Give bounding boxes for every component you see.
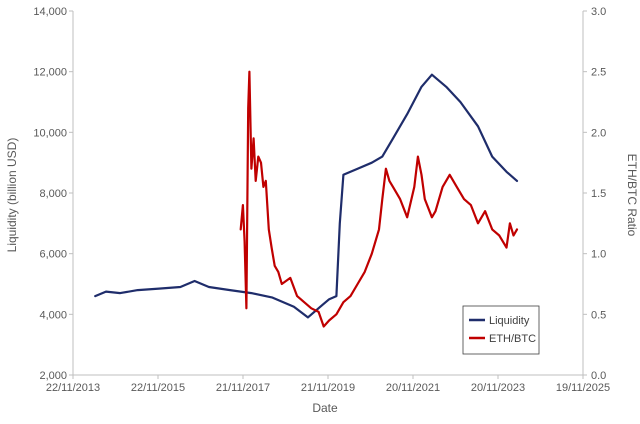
y-right-tick-label: 3.0 bbox=[591, 6, 606, 18]
x-axis-title: Date bbox=[312, 401, 338, 415]
x-tick-label: 19/11/2025 bbox=[556, 382, 610, 394]
y-left-tick-label: 4,000 bbox=[39, 309, 67, 321]
y-right-tick-label: 1.5 bbox=[591, 188, 606, 200]
y-axis-right-title: ETH/BTC Ratio bbox=[625, 154, 639, 237]
legend: Liquidity ETH/BTC bbox=[462, 305, 540, 355]
y-left-tick-label: 10,000 bbox=[33, 127, 67, 139]
y-left-tick-label: 8,000 bbox=[39, 188, 67, 200]
series-line-eth-btc bbox=[239, 70, 519, 328]
x-tick-label: 21/11/2019 bbox=[301, 382, 355, 394]
series-layer bbox=[94, 70, 519, 328]
axes: 2,000 4,000 6,000 8,000 10,000 12,000 14,000 0.… bbox=[33, 6, 610, 394]
y-right-tick-label: 1.0 bbox=[591, 249, 606, 261]
y-right-tick-label: 0.0 bbox=[591, 370, 606, 382]
legend-label-liquidity: Liquidity bbox=[489, 315, 530, 327]
y-left-tick-label: 14,000 bbox=[33, 6, 67, 18]
y-left-tick-label: 2,000 bbox=[39, 370, 67, 382]
y-right-tick-label: 0.5 bbox=[591, 309, 606, 321]
y-axis-left-title: Liquidity (billion USD) bbox=[5, 138, 19, 253]
x-tick-label: 21/11/2017 bbox=[216, 382, 270, 394]
y-left-tick-label: 12,000 bbox=[33, 67, 67, 79]
x-tick-label: 22/11/2015 bbox=[131, 382, 185, 394]
x-tick-label: 20/11/2021 bbox=[386, 382, 440, 394]
y-left-tick-label: 6,000 bbox=[39, 249, 67, 261]
series-line-liquidity bbox=[94, 73, 519, 319]
legend-label-eth-btc: ETH/BTC bbox=[489, 333, 536, 345]
x-tick-label: 20/11/2023 bbox=[471, 382, 525, 394]
y-right-tick-label: 2.5 bbox=[591, 67, 606, 79]
y-right-tick-label: 2.0 bbox=[591, 127, 606, 139]
x-tick-label: 22/11/2013 bbox=[46, 382, 100, 394]
legend-box bbox=[462, 305, 540, 355]
